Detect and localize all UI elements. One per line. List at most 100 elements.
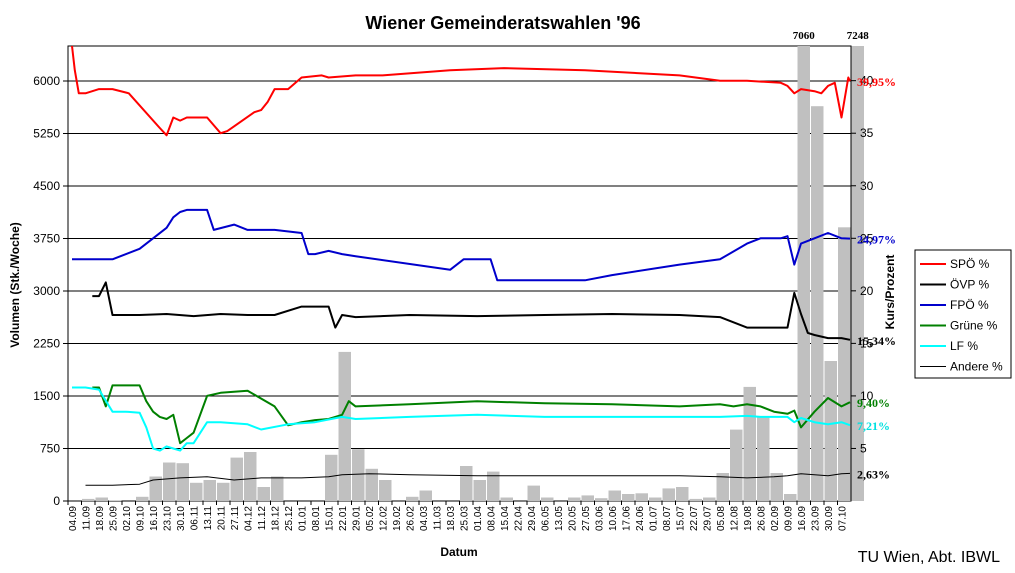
x-tick-label: 11.12	[257, 506, 268, 531]
legend-label: ÖVP %	[950, 278, 989, 292]
x-tick-label: 01.01	[298, 506, 309, 531]
x-tick-label: 08.04	[487, 506, 498, 531]
series-end-label: 24,97%	[857, 233, 896, 247]
volume-bar	[419, 490, 432, 501]
x-tick-label: 16.10	[149, 506, 160, 531]
volume-bar	[568, 497, 581, 501]
peak-value-label: 7060	[793, 30, 816, 42]
volume-bar	[136, 496, 149, 501]
x-tick-label: 08.07	[662, 506, 673, 531]
series-line	[92, 281, 851, 341]
x-tick-label: 22.07	[689, 506, 700, 531]
legend-label: FPÖ %	[950, 298, 989, 312]
volume-bar	[257, 487, 270, 501]
volume-bar	[163, 462, 176, 501]
x-tick-label: 07.10	[838, 506, 849, 531]
x-tick-label: 06.11	[190, 506, 201, 531]
volume-bar	[460, 466, 473, 501]
y-left-tick-label: 6000	[33, 74, 60, 88]
volume-bar	[581, 495, 594, 501]
legend: SPÖ % ÖVP % FPÖ % Grüne % LF % Andere %	[914, 249, 1012, 379]
x-tick-label: 19.02	[392, 506, 403, 531]
x-tick-label: 27.11	[230, 506, 241, 531]
legend-label: LF %	[950, 339, 978, 353]
end-labels: 39,95% 15,34% 24,97% 9,40% 7,21% 2,63%	[857, 75, 896, 481]
x-tick-label: 25.03	[460, 506, 471, 531]
x-tick-label: 03.06	[595, 506, 606, 531]
x-tick-label: 13.05	[554, 506, 565, 531]
x-tick-label: 24.06	[635, 506, 646, 531]
y-left-tick-label: 0	[53, 494, 60, 508]
series-end-label: 7,21%	[857, 419, 890, 433]
x-tick-label: 01.04	[473, 506, 484, 531]
x-tick-label: 15.01	[325, 506, 336, 531]
x-tick-label: 15.04	[500, 506, 511, 531]
volume-bar	[770, 473, 783, 501]
left-axis-ticks: 0 750 1500 2250 3000 3750 4500 5250 6000	[33, 74, 68, 508]
x-tick-label: 17.06	[622, 506, 633, 531]
volume-bar	[365, 468, 378, 501]
x-tick-label: 26.08	[757, 506, 768, 531]
volume-bar	[784, 494, 797, 501]
x-tick-label: 11.09	[82, 506, 93, 531]
volume-bar	[95, 497, 108, 501]
x-tick-label: 29.07	[703, 506, 714, 531]
volume-bar	[325, 454, 338, 501]
x-tick-label: 20.05	[568, 506, 579, 531]
y-axis-right-label: Kurs/Prozent	[883, 255, 897, 330]
x-tick-label: 30.10	[176, 506, 187, 531]
x-tick-label: 13.11	[203, 506, 214, 531]
x-tick-label: 15.07	[676, 506, 687, 531]
volume-bar	[595, 498, 608, 501]
y-right-tick-label: 20	[860, 284, 874, 298]
series-lines	[71, 45, 851, 486]
x-tick-label: 16.09	[797, 506, 808, 531]
x-tick-label: 19.08	[743, 506, 754, 531]
y-axis-left-label: Volumen (Stk./Woche)	[8, 222, 22, 348]
volume-bar	[109, 500, 122, 501]
x-tick-label: 25.09	[109, 506, 120, 531]
volume-bar	[244, 452, 257, 501]
volume-bar	[271, 476, 284, 501]
volume-bar	[703, 497, 716, 501]
y-right-tick-label: 35	[860, 126, 874, 140]
y-left-tick-label: 750	[40, 442, 60, 456]
x-tick-label: 04.09	[68, 506, 79, 531]
x-tick-label: 02.09	[770, 506, 781, 531]
x-tick-label: 30.09	[824, 506, 835, 531]
x-tick-label: 22.01	[338, 506, 349, 531]
y-left-tick-label: 1500	[33, 389, 60, 403]
x-tick-label: 09.10	[136, 506, 147, 531]
y-right-tick-label: 25	[860, 231, 874, 245]
x-tick-label: 18.09	[95, 506, 106, 531]
x-tick-label: 23.09	[811, 506, 822, 531]
volume-bar	[851, 46, 864, 501]
x-tick-label: 09.09	[784, 506, 795, 531]
volume-bar	[176, 463, 189, 501]
series-end-label: 2,63%	[857, 467, 890, 481]
legend-box	[914, 249, 1012, 379]
series-line	[71, 45, 851, 137]
volume-bar	[689, 498, 702, 501]
footer-credit: TU Wien, Abt. IBWL	[858, 549, 1000, 566]
legend-label: Andere %	[950, 360, 1003, 374]
x-tick-label: 05.08	[716, 506, 727, 531]
series-line	[85, 472, 851, 486]
volume-bar	[811, 106, 824, 501]
volume-bar	[190, 482, 203, 501]
x-tick-label: 12.02	[379, 506, 390, 531]
volume-bar	[797, 46, 810, 501]
x-tick-label: 11.03	[433, 506, 444, 531]
x-tick-label: 27.05	[581, 506, 592, 531]
chart-title: Wiener Gemeinderatswahlen '96	[365, 13, 640, 33]
x-tick-label: 08.01	[311, 506, 322, 531]
x-tick-label: 26.02	[406, 506, 417, 531]
volume-bar	[622, 494, 635, 501]
volume-bar	[379, 480, 392, 501]
peak-value-label: 7248	[847, 30, 870, 42]
legend-label: Grüne %	[950, 319, 998, 333]
volume-bar	[649, 497, 662, 501]
volume-bar	[730, 429, 743, 501]
volume-bar	[149, 476, 162, 501]
